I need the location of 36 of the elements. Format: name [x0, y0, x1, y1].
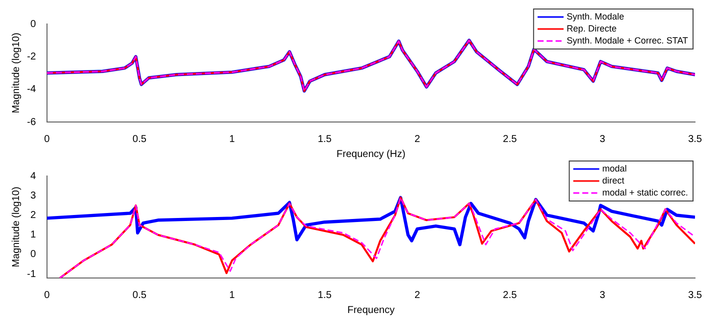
x-tick-label: 3	[600, 134, 606, 145]
x-tick-label: 3.5	[688, 134, 702, 145]
y-axis-title: Magnitude (log10)	[10, 32, 22, 114]
legend-label: Synth. Modale	[566, 11, 624, 22]
x-tick-label: 1.5	[318, 134, 332, 145]
legend-label: Rep. Directe	[566, 23, 617, 34]
x-tick-label: 2.5	[502, 134, 518, 145]
x-tick-label: 2.5	[502, 290, 518, 301]
legend-label: direct	[602, 175, 625, 186]
y-tick-label: 0	[30, 249, 36, 260]
x-tick-label: 3.5	[688, 290, 702, 301]
legend-label: modal + static correc.	[602, 187, 688, 198]
y-tick-label: 0	[30, 18, 36, 30]
y-tick-label: -6	[26, 116, 36, 128]
x-tick-label: 0.5	[132, 134, 147, 145]
x-tick-label: 0.5	[132, 290, 147, 301]
y-axis-title: Magnitude (log10)	[10, 186, 22, 268]
y-tick-label: -4	[26, 84, 36, 96]
x-tick-label: 3	[600, 290, 606, 301]
y-tick-label: 2	[30, 210, 36, 221]
x-axis-title: Frequency (Hz)	[336, 148, 406, 160]
x-tick-label: 1	[229, 290, 236, 301]
y-tick-label: -1	[26, 268, 36, 280]
x-tick-label: 2	[414, 290, 420, 301]
legend-label: Synth. Modale + Correc. STAT	[566, 35, 689, 46]
x-tick-label: 1	[229, 134, 236, 145]
x-tick-label: 2	[414, 134, 420, 145]
x-tick-label: 1.5	[318, 290, 332, 301]
y-tick-label: 1	[30, 230, 36, 241]
x-axis-title: Frequency	[347, 304, 395, 316]
y-tick-label: 4	[30, 170, 36, 182]
y-tick-label: 3	[30, 190, 36, 202]
y-tick-label: -2	[26, 51, 36, 62]
legend-label: modal	[602, 163, 627, 174]
x-tick-label: 0	[44, 290, 50, 301]
x-tick-label: 0	[44, 134, 50, 145]
